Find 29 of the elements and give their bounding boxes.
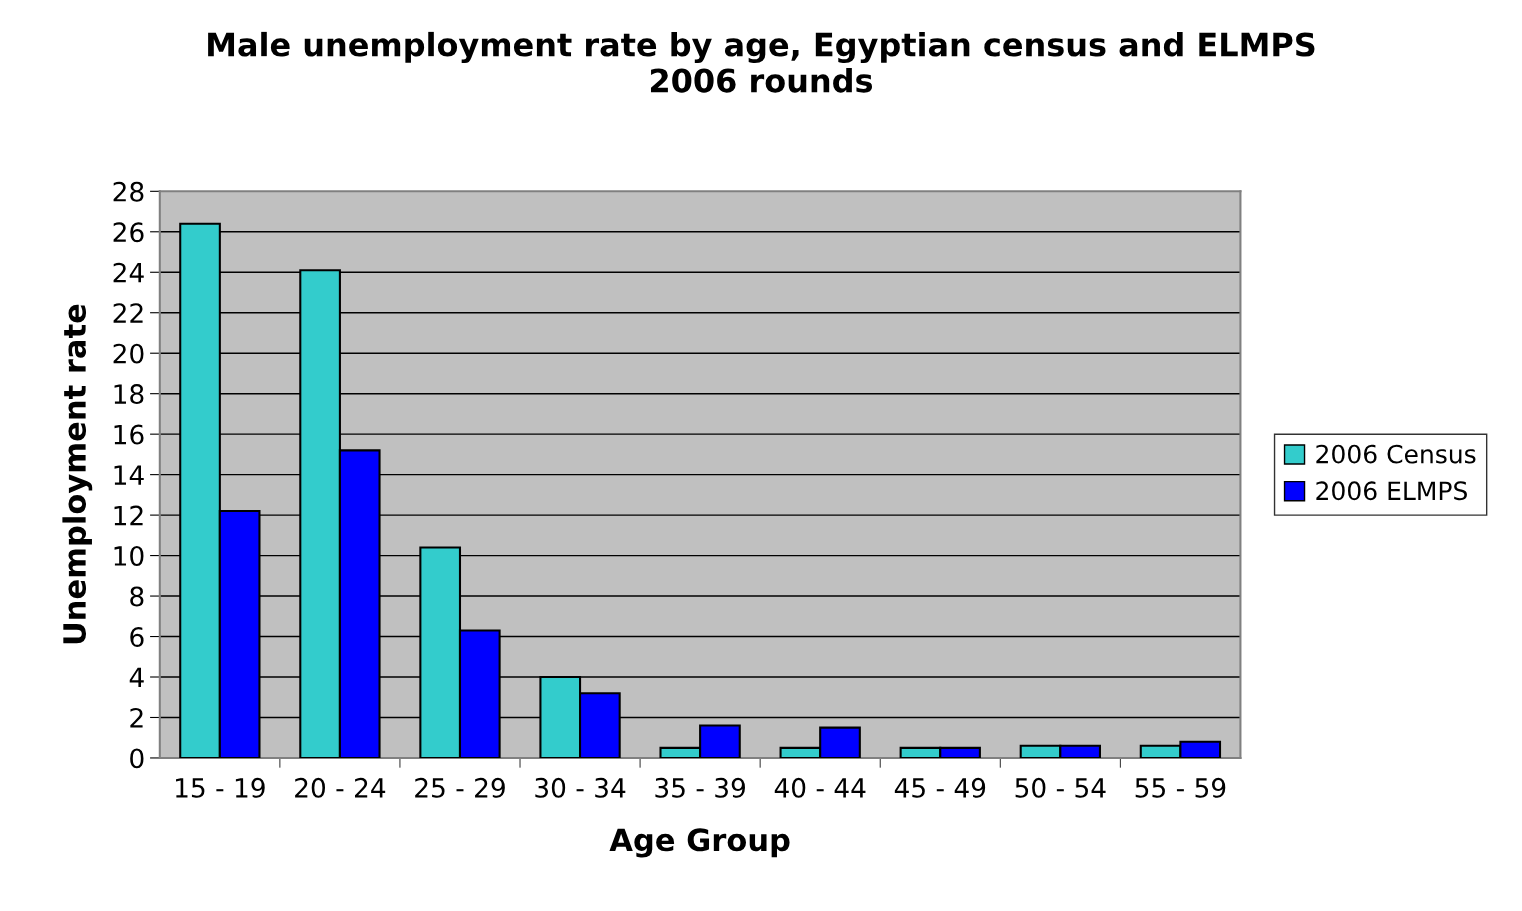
y-tick-label: 12: [114, 505, 143, 526]
legend-label: 2006 ELMPS: [1316, 481, 1467, 501]
y-tick-label: 14: [114, 465, 144, 485]
x-tick-label: 20 - 24: [295, 777, 386, 798]
y-tick-label: 2: [130, 707, 143, 728]
chart-title: Male unemployment rate by age, Egyptian census and ELMPS 2006 rounds: [208, 31, 1315, 93]
y-tick-label: 10: [114, 546, 144, 566]
x-tick-label: 30 - 34: [535, 777, 626, 798]
x-tick-label: 40 - 44: [774, 777, 866, 798]
x-tick-label: 25 - 29: [415, 777, 505, 798]
y-tick-label: 18: [114, 384, 144, 405]
y-tick-label: 8: [130, 586, 144, 607]
y-tick-label: 16: [114, 424, 144, 445]
y-tick-label: 28: [113, 181, 144, 202]
x-tick-label: 15 - 19: [176, 777, 265, 798]
y-tick-label: 22: [113, 303, 143, 323]
y-tick-label: 0: [130, 748, 144, 769]
x-tick-label: 50 - 54: [1015, 777, 1106, 798]
y-axis-title: Unemployment rate: [62, 304, 93, 644]
y-tick-label: 24: [113, 262, 144, 283]
legend-label: 2006 Census: [1316, 444, 1476, 464]
y-tick-label: 6: [130, 626, 144, 647]
x-axis-title: Age Group: [609, 828, 790, 858]
x-tick-label: 45 - 49: [894, 777, 986, 798]
y-tick-label: 20: [113, 343, 144, 364]
x-tick-label: 55 - 59: [1135, 777, 1226, 798]
x-tick-label: 35 - 39: [655, 777, 745, 798]
y-tick-label: 26: [113, 222, 144, 243]
y-tick-label: 4: [129, 667, 144, 688]
